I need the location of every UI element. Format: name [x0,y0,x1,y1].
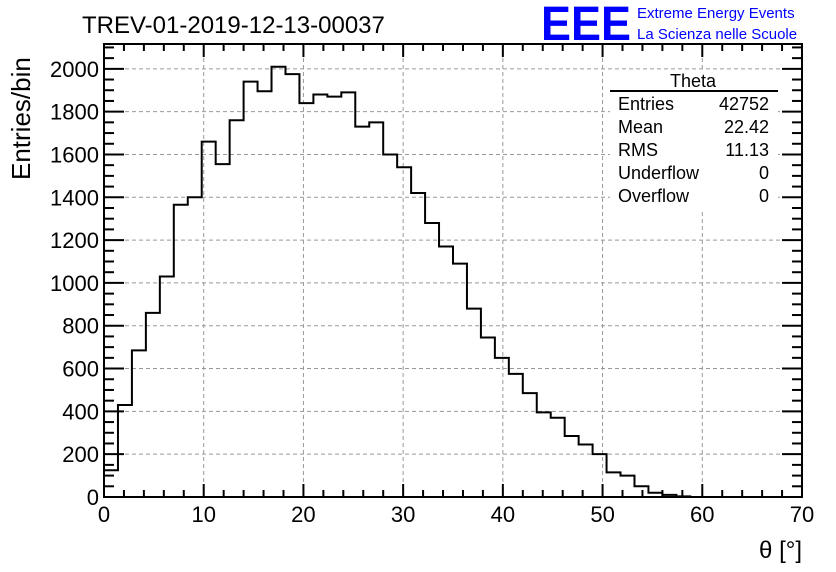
stats-label: Overflow [618,186,690,206]
stats-label: RMS [618,140,658,160]
x-tick-label: 40 [491,502,515,527]
x-tick-label: 70 [790,502,814,527]
stats-label: Entries [618,94,674,114]
y-tick-label: 1400 [50,185,99,210]
logo-line1: Extreme Energy Events [637,5,795,22]
stats-title: Theta [670,71,717,91]
x-tick-label: 50 [590,502,614,527]
stats-value: 42752 [719,94,769,114]
y-tick-label: 1800 [50,100,99,125]
x-tick-label: 60 [690,502,714,527]
histogram-line [103,65,802,498]
y-tick-label: 1000 [50,271,99,296]
stats-label: Mean [618,117,663,137]
x-tick-label: 20 [291,502,315,527]
y-axis-label: Entries/bin [6,57,36,180]
stats-value: 22.42 [724,117,769,137]
stats-label: Underflow [618,163,700,183]
x-axis-label: θ [°] [759,537,802,564]
x-tick-label: 0 [98,502,110,527]
y-tick-label: 600 [62,357,99,382]
y-tick-label: 1600 [50,142,99,167]
logo-mark: EEE [541,0,631,51]
stats-value: 0 [759,186,769,206]
y-tick-label: 400 [62,399,99,424]
y-tick-label: 2000 [50,57,99,82]
x-tick-label: 10 [191,502,215,527]
stats-box: Theta Entries 42752 Mean 22.42 RMS 11.13 Under… [610,70,778,210]
y-tick-label: 200 [62,442,99,467]
tick-labels: 0 10 20 30 40 50 60 70 0 200 400 600 800 1000 1200 1400… [50,57,814,527]
y-tick-label: 1200 [50,228,99,253]
y-tick-label: 800 [62,314,99,339]
stats-value: 0 [759,163,769,183]
x-tick-label: 30 [391,502,415,527]
axis-ticks [103,44,803,498]
logo-line2: La Scienza nelle Scuole [637,26,797,43]
chart-title: TREV-01-2019-12-13-00037 [82,12,385,39]
y-tick-label: 0 [87,485,99,510]
plot-frame [103,43,803,498]
stats-value: 11.13 [725,140,769,160]
